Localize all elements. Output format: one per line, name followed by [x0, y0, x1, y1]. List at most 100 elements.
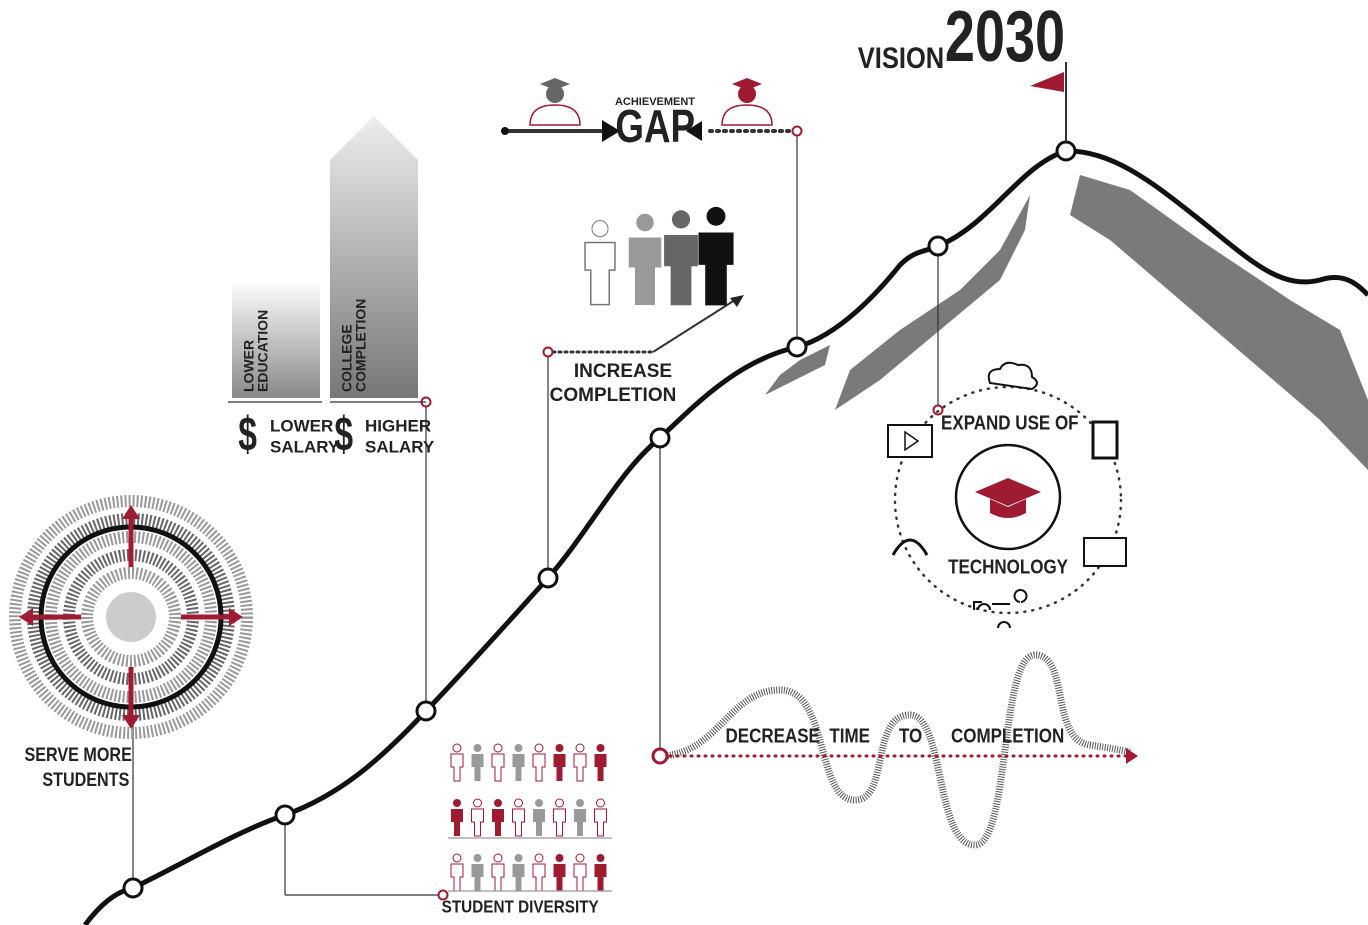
label: LOWER	[270, 416, 333, 435]
milestone	[417, 702, 435, 720]
label: 2030	[945, 0, 1065, 77]
student-head	[494, 799, 502, 807]
end-dot	[544, 348, 553, 357]
student-body	[595, 754, 607, 781]
student-head	[453, 744, 461, 752]
label: INCREASE	[574, 361, 672, 382]
end-dot	[793, 127, 802, 136]
student-head	[515, 744, 523, 752]
label: $	[334, 407, 353, 461]
tech-icon	[893, 540, 927, 555]
label: TECHNOLOGY	[948, 555, 1068, 578]
label: SALARY	[365, 437, 435, 456]
figure-body	[629, 238, 662, 306]
label: SALARY	[270, 437, 340, 456]
figure-head	[636, 214, 654, 232]
student-body	[472, 754, 484, 781]
student-body	[533, 754, 545, 781]
student-body	[574, 864, 586, 891]
student-body	[492, 864, 504, 891]
label: EDUCATION	[255, 310, 271, 392]
student-body	[513, 809, 525, 836]
cap	[732, 78, 762, 90]
student-head	[494, 854, 502, 862]
figure-head	[707, 207, 726, 226]
label: GAP	[615, 100, 695, 152]
figure-body	[585, 243, 615, 305]
tech-icon	[1084, 538, 1126, 566]
student-body	[472, 864, 484, 891]
student-body	[492, 754, 504, 781]
student-body	[533, 864, 545, 891]
milestone	[1057, 142, 1075, 160]
student-head	[576, 744, 584, 752]
label: COMPLETION	[550, 385, 677, 406]
student-head	[556, 744, 564, 752]
crowd-ring	[106, 592, 156, 642]
student-head	[597, 744, 605, 752]
student-body	[513, 864, 525, 891]
label: COMPLETION	[951, 724, 1064, 747]
student-body	[451, 809, 463, 836]
student-head	[515, 799, 523, 807]
student-body	[574, 754, 586, 781]
student-head	[597, 854, 605, 862]
infographic: VISION2030ACHIEVEMENTGAPLOWEREDUCATIONCO…	[0, 0, 1368, 925]
student-body	[472, 809, 484, 836]
figure-head	[672, 210, 690, 228]
student-head	[474, 854, 482, 862]
student-body	[595, 864, 607, 891]
student-body	[451, 754, 463, 781]
tech-icon	[989, 363, 1037, 389]
arrow-head	[1126, 748, 1138, 764]
student-head	[453, 799, 461, 807]
student-head	[576, 799, 584, 807]
student-head	[474, 744, 482, 752]
label: EXPAND USE OF	[941, 411, 1079, 434]
end-dot	[653, 749, 667, 763]
connector	[653, 300, 735, 352]
cap	[540, 78, 570, 90]
milestone	[276, 806, 294, 824]
milestone	[929, 237, 947, 255]
milestone	[124, 879, 142, 897]
student-head	[474, 799, 482, 807]
student-body	[554, 754, 566, 781]
student-head	[535, 799, 543, 807]
label: TIME	[829, 724, 870, 747]
person	[530, 105, 580, 125]
figure-head	[592, 221, 608, 237]
tech-icon	[888, 425, 932, 457]
label: TO	[899, 724, 922, 747]
student-head	[535, 744, 543, 752]
label: STUDENT DIVERSITY	[442, 897, 599, 917]
figure-body	[698, 233, 733, 306]
student-body	[574, 809, 586, 836]
milestone	[539, 569, 557, 587]
label: STUDENTS	[42, 769, 129, 791]
student-body	[451, 864, 463, 891]
student-body	[492, 809, 504, 836]
student-body	[554, 809, 566, 836]
label: COMPLETION	[353, 299, 369, 392]
student-head	[556, 854, 564, 862]
student-head	[556, 799, 564, 807]
label: $	[238, 407, 257, 461]
milestone	[788, 338, 806, 356]
student-head	[576, 854, 584, 862]
tech-icon	[1093, 422, 1117, 458]
label: VISION	[858, 41, 944, 74]
label: DECREASE	[725, 724, 819, 747]
figure-body	[664, 235, 698, 305]
student-head	[453, 854, 461, 862]
student-head	[535, 854, 543, 862]
dot	[501, 127, 509, 135]
student-head	[515, 854, 523, 862]
student-body	[513, 754, 525, 781]
winding-road	[665, 655, 1130, 845]
student-head	[494, 744, 502, 752]
person	[722, 105, 772, 125]
label: SERVE MORE	[25, 744, 133, 766]
student-body	[595, 809, 607, 836]
milestone	[651, 429, 669, 447]
